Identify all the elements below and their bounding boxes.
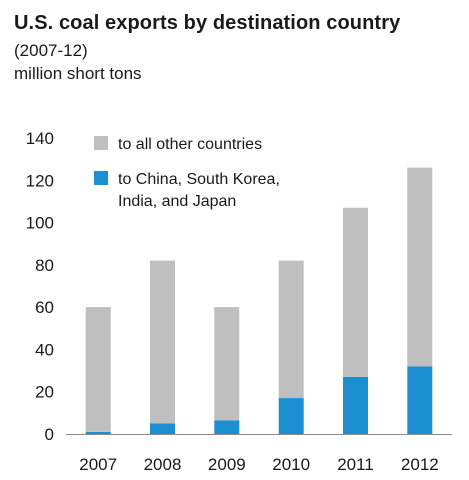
x-tick-label: 2012: [401, 455, 439, 474]
bar-other-2011: [343, 207, 368, 377]
y-tick-label: 140: [26, 129, 54, 148]
bar-asia-2010: [278, 398, 304, 434]
bar-asia-2008: [150, 423, 175, 434]
bar-other-2009: [214, 307, 240, 421]
bar-other-2012: [407, 167, 433, 367]
bar-asia-2011: [343, 376, 368, 434]
bar-asia-2009: [214, 420, 240, 434]
y-tick-label: 20: [35, 383, 54, 402]
x-tick-label: 2007: [79, 455, 117, 474]
y-tick-label: 120: [26, 171, 54, 190]
y-tick-label: 60: [35, 298, 54, 317]
legend-label: to all other countries: [118, 136, 262, 153]
chart-units: million short tons: [14, 64, 142, 83]
legend-swatch-other: [94, 136, 108, 150]
legend-swatch-asia: [94, 171, 108, 185]
bar-asia-2012: [407, 366, 433, 434]
bar-asia-2007: [85, 431, 111, 434]
bar-other-2010: [278, 260, 304, 398]
bar-other-2007: [85, 307, 111, 432]
bar-other-2008: [150, 260, 175, 424]
x-tick-label: 2010: [272, 455, 310, 474]
y-tick-label: 80: [35, 256, 54, 275]
legend-label: to China, South Korea,: [118, 171, 280, 188]
y-tick-label: 100: [26, 214, 54, 233]
x-tick-label: 2008: [144, 455, 182, 474]
y-tick-label: 0: [45, 425, 54, 444]
chart-title: U.S. coal exports by destination country: [14, 12, 401, 34]
x-tick-label: 2009: [208, 455, 246, 474]
x-tick-label: 2011: [337, 455, 374, 474]
chart-subtitle: (2007-12): [14, 41, 88, 60]
legend-label: India, and Japan: [118, 193, 236, 210]
y-tick-label: 40: [35, 340, 54, 359]
